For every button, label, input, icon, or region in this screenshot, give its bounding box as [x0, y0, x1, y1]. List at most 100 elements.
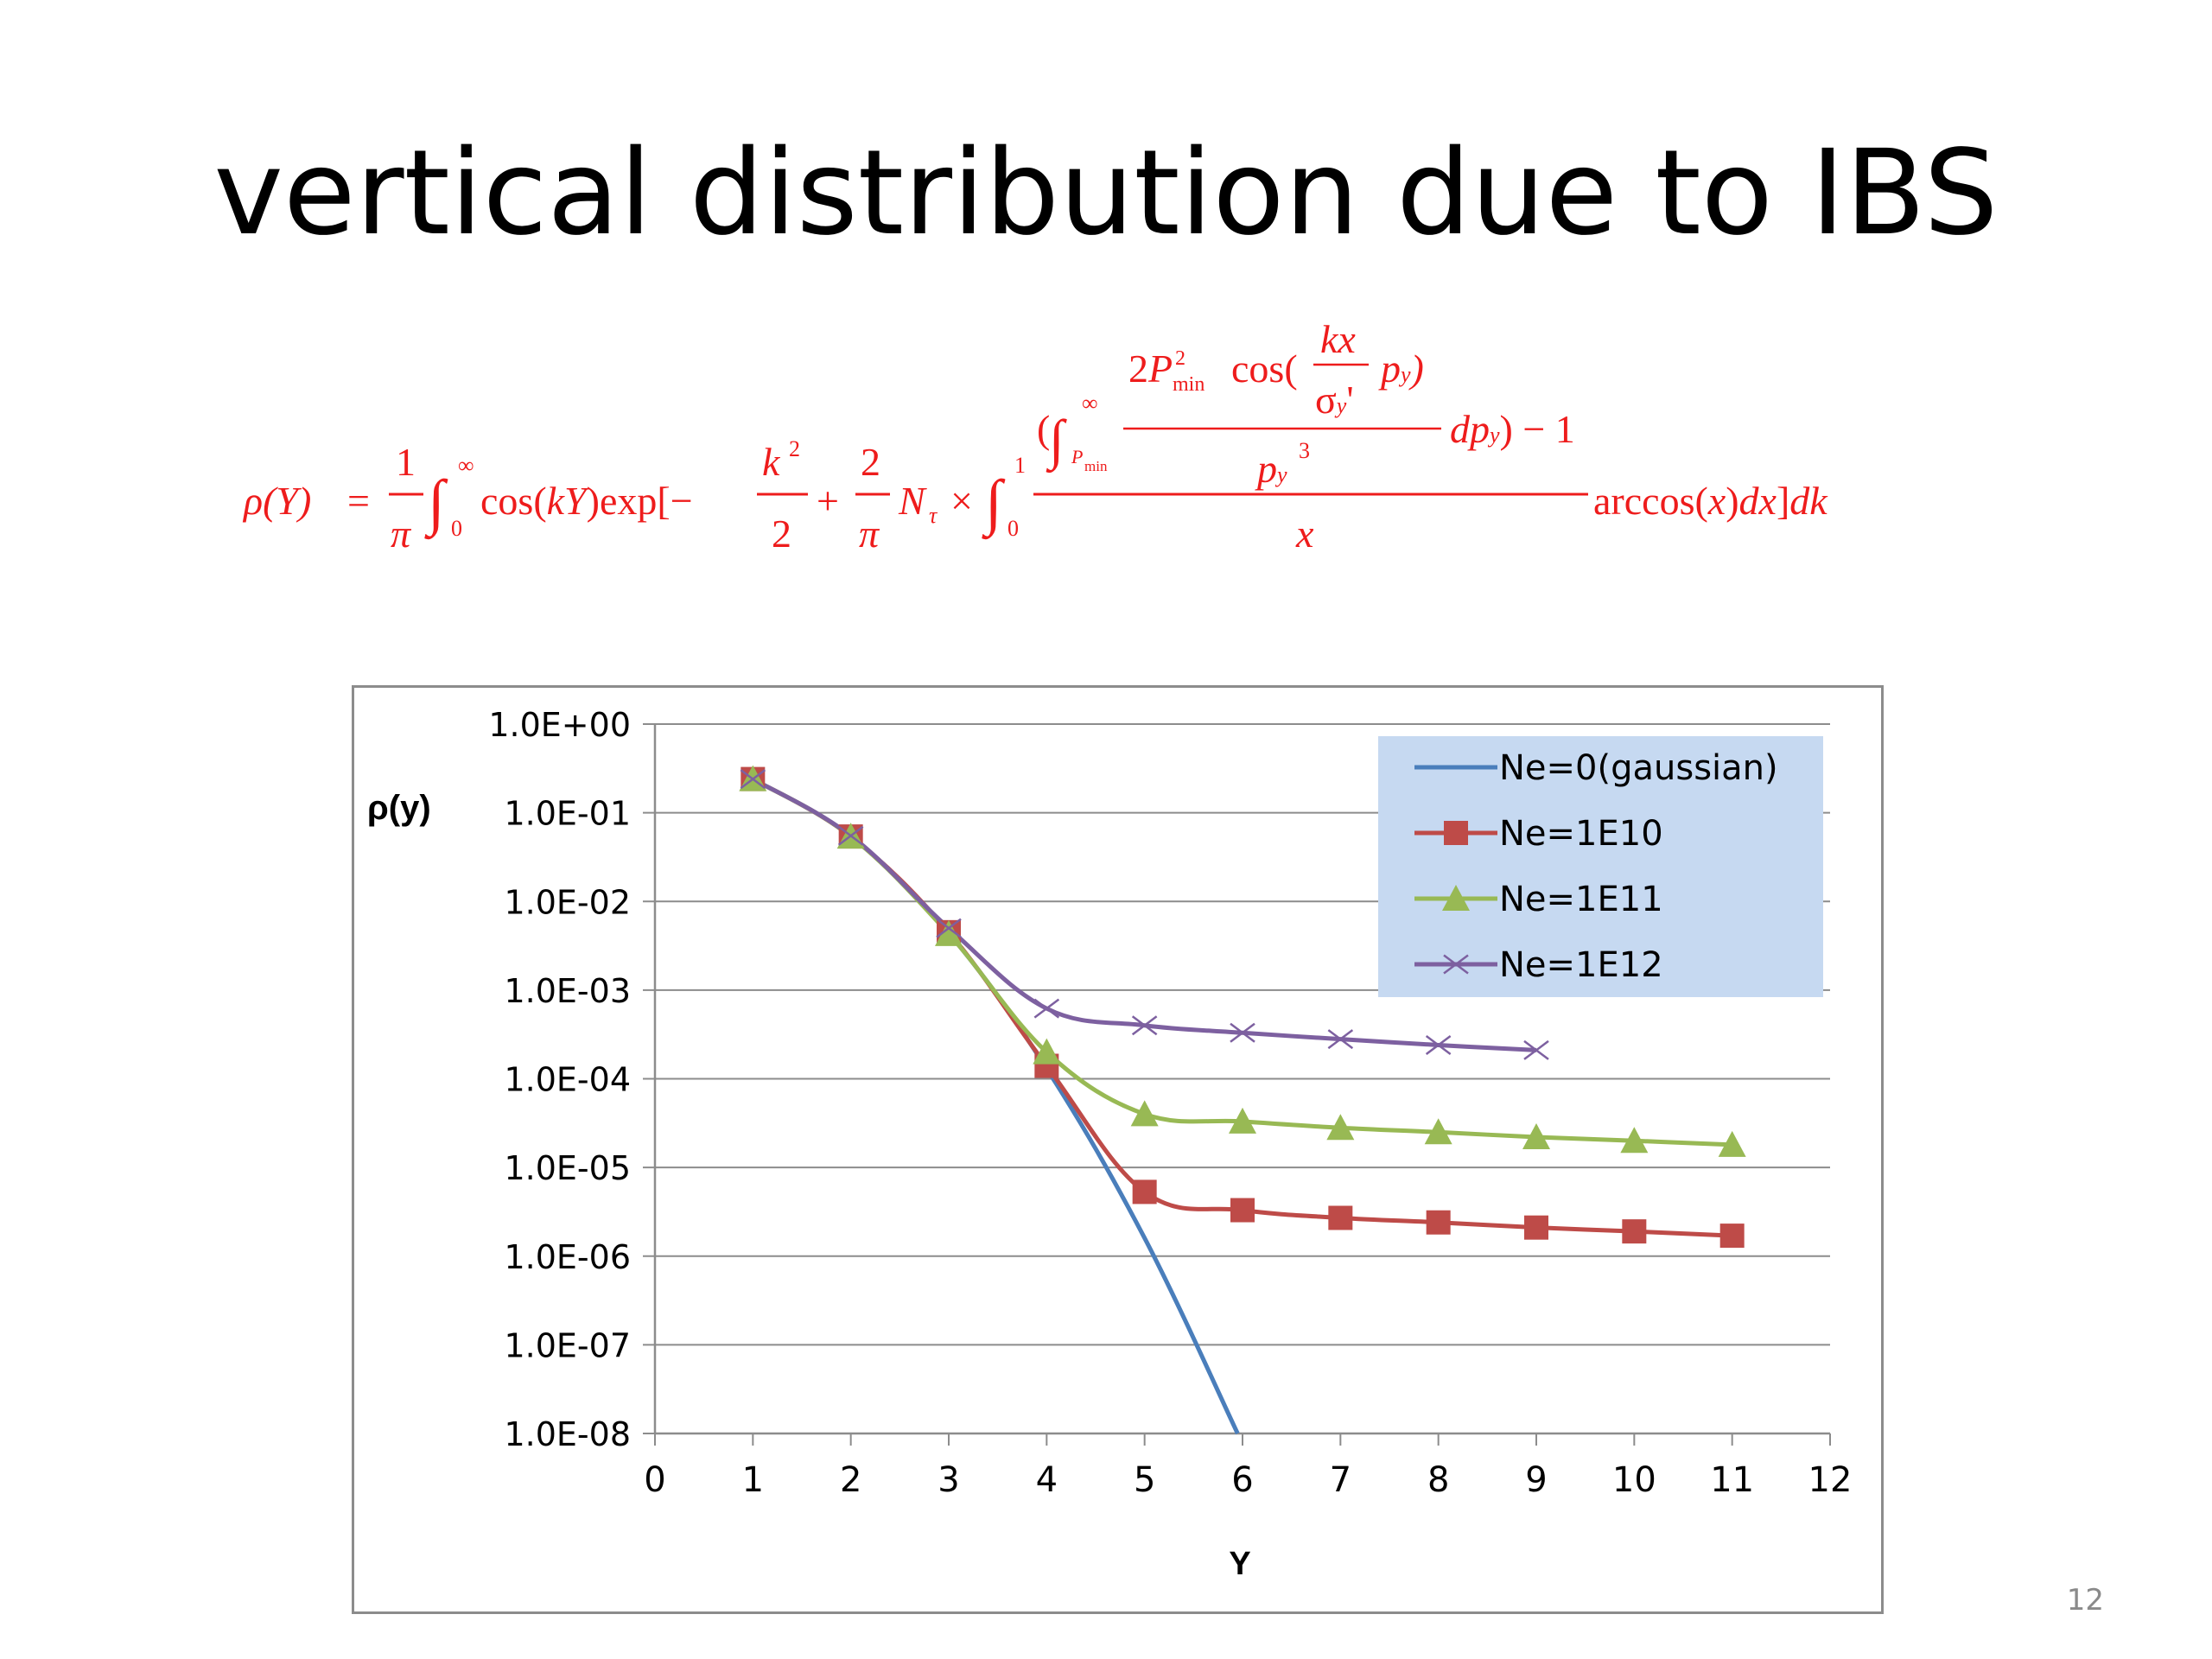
series-line-1 — [752, 777, 1240, 1435]
y-tick-label: 1.0E-08 — [504, 1415, 631, 1453]
marker-triangle — [1522, 1122, 1550, 1149]
svg-text:arccos(x)dx]dk: arccos(x)dx]dk — [1593, 479, 1828, 523]
svg-text:P: P — [1071, 446, 1083, 467]
marker-square — [1622, 1219, 1647, 1244]
marker-layer — [739, 765, 1746, 1249]
tick-labels: 1.0E+00 1.0E-01 1.0E-02 1.0E-03 1.0E-04 1.0E-… — [488, 706, 1852, 1500]
marker-x — [1327, 1029, 1354, 1050]
svg-text:2: 2 — [772, 512, 791, 556]
x-tick-label: 10 — [1612, 1460, 1656, 1500]
x-tick-label: 6 — [1231, 1460, 1253, 1500]
svg-text:2: 2 — [789, 436, 800, 461]
marker-triangle — [1229, 1107, 1256, 1134]
marker-x — [1230, 1022, 1255, 1043]
svg-text:cos(: cos( — [1231, 346, 1298, 391]
svg-text:3: 3 — [1299, 438, 1310, 463]
marker-triangle — [1718, 1130, 1746, 1157]
svg-text:τ: τ — [929, 503, 938, 528]
y-tick-label: 1.0E-04 — [504, 1061, 631, 1099]
y-tick-label: 1.0E-03 — [504, 972, 631, 1010]
marker-triangle — [1424, 1118, 1452, 1145]
marker-square — [1524, 1215, 1548, 1240]
svg-text:min: min — [1173, 373, 1205, 396]
marker-square — [1328, 1205, 1353, 1230]
x-tick-label: 12 — [1808, 1460, 1853, 1500]
svg-text:min: min — [1084, 458, 1108, 474]
svg-text:dpy) − 1: dpy) − 1 — [1450, 407, 1575, 451]
marker-square — [1230, 1198, 1255, 1223]
svg-text:1: 1 — [396, 440, 416, 484]
y-tick-label: 1.0E-05 — [504, 1149, 631, 1187]
svg-text:+: + — [817, 479, 839, 523]
axes — [643, 723, 1831, 1446]
marker-square — [1719, 1224, 1745, 1249]
marker-triangle — [1620, 1127, 1649, 1154]
svg-text:2P: 2P — [1128, 346, 1173, 391]
marker-triangle — [1442, 885, 1470, 911]
legend: Ne=0(gaussian) Ne=1E10 Ne=1E11 Ne=1E12 — [1378, 736, 1823, 997]
x-tick-label: 1 — [742, 1460, 764, 1500]
marker-triangle — [1130, 1100, 1159, 1127]
x-tick-label: 9 — [1525, 1460, 1547, 1500]
marker-triangle — [935, 919, 963, 946]
x-tick-label: 7 — [1330, 1460, 1351, 1500]
legend-label: Ne=0(gaussian) — [1499, 748, 1778, 788]
marker-square — [1444, 821, 1468, 845]
legend-label: Ne=1E12 — [1499, 945, 1663, 985]
marker-x — [1425, 1034, 1452, 1055]
svg-text:N: N — [898, 479, 927, 523]
svg-text:σy': σy' — [1315, 378, 1354, 422]
marker-triangle — [1033, 1038, 1061, 1065]
page-number: 12 — [2066, 1583, 2104, 1618]
svg-text:=: = — [347, 479, 370, 523]
svg-text:2: 2 — [861, 440, 880, 484]
marker-x — [936, 918, 962, 938]
legend-label: Ne=1E10 — [1499, 814, 1663, 854]
svg-text:π: π — [391, 512, 412, 556]
x-tick-label: 3 — [938, 1460, 959, 1500]
marker-x — [837, 825, 864, 846]
x-tick-label: 4 — [1036, 1460, 1058, 1500]
marker-x — [1033, 998, 1060, 1019]
formula-equation: ρ(Y) = 1 π ∫ ∞ 0 cos(kY)exp[− k 2 2 + 2 … — [242, 317, 1828, 556]
svg-text:∫: ∫ — [982, 467, 1006, 540]
svg-text:π: π — [859, 512, 880, 556]
svg-text:0: 0 — [451, 516, 462, 541]
svg-text:∞: ∞ — [458, 453, 474, 478]
x-tick-label: 2 — [840, 1460, 861, 1500]
y-tick-label: 1.0E-01 — [504, 795, 631, 833]
y-tick-label: 1.0E-07 — [504, 1326, 631, 1364]
marker-triangle — [1326, 1114, 1355, 1141]
svg-text:k: k — [762, 440, 781, 484]
y-tick-label: 1.0E-02 — [504, 883, 631, 921]
series-line-4 — [752, 777, 1537, 1052]
marker-square — [1426, 1210, 1451, 1235]
x-tick-label: 5 — [1134, 1460, 1155, 1500]
svg-text:1: 1 — [1014, 453, 1026, 478]
legend-label: Ne=1E11 — [1499, 880, 1663, 919]
slide-title: vertical distribution due to IBS — [213, 125, 1999, 262]
svg-text:∫: ∫ — [424, 467, 448, 540]
legend-box — [1378, 736, 1823, 997]
marker-x — [1523, 1039, 1549, 1060]
marker-x — [740, 769, 766, 790]
marker-x — [1131, 1015, 1158, 1036]
x-tick-label: 11 — [1710, 1460, 1754, 1500]
svg-text:x: x — [1295, 512, 1314, 556]
svg-text:∫: ∫ — [1046, 409, 1067, 474]
svg-text:(: ( — [1037, 407, 1050, 451]
y-tick-label: 1.0E+00 — [488, 706, 631, 744]
marker-square — [1132, 1179, 1157, 1205]
x-tick-label: 8 — [1427, 1460, 1449, 1500]
svg-text:×: × — [950, 479, 973, 523]
svg-text:cos(kY)exp[−: cos(kY)exp[− — [480, 479, 693, 523]
svg-text:2: 2 — [1175, 347, 1185, 370]
y-axis-label: ρ(y) — [367, 789, 431, 827]
marker-x — [1443, 954, 1469, 975]
y-tick-label: 1.0E-06 — [504, 1238, 631, 1276]
svg-text:0: 0 — [1007, 516, 1019, 541]
svg-text:∞: ∞ — [1082, 391, 1098, 416]
x-tick-label: 0 — [644, 1460, 665, 1500]
svg-text:ρ(Y): ρ(Y) — [242, 479, 311, 523]
